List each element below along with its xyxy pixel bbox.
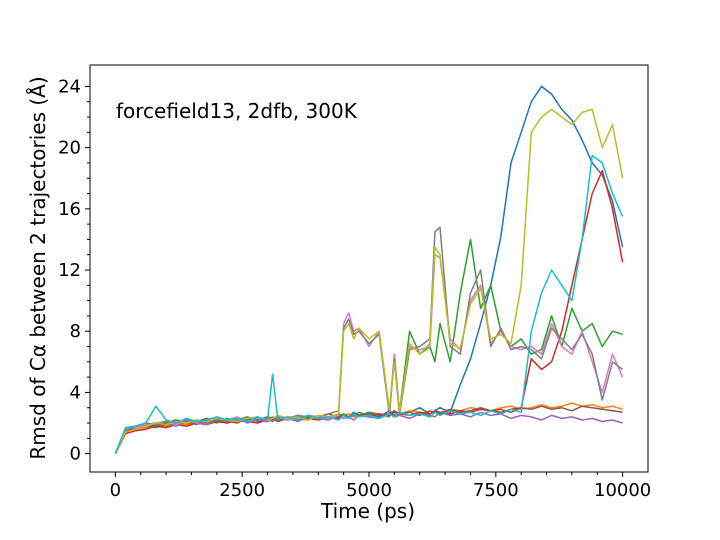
y-tick-label-5: 20 xyxy=(58,138,81,159)
y-axis-label: Rmsd of Cα between 2 trajectories (Å) xyxy=(26,76,50,459)
y-tick-label-4: 16 xyxy=(58,199,81,220)
series-line-4 xyxy=(114,169,624,454)
plot-area xyxy=(89,64,649,473)
x-tick-label-1: 2500 xyxy=(219,480,265,501)
y-tick-label-1: 4 xyxy=(70,382,81,403)
x-axis-ticks: 0 2500 5000 7500 10000 xyxy=(110,472,651,501)
x-tick-label-2: 5000 xyxy=(346,480,392,501)
chart-annotation: forcefield13, 2dfb, 300K xyxy=(116,99,358,123)
y-tick-label-2: 8 xyxy=(70,321,81,342)
y-tick-label-0: 0 xyxy=(70,444,81,465)
series-line-9 xyxy=(114,108,624,454)
y-axis-ticks: 0 4 8 12 16 20 24 xyxy=(58,76,90,465)
x-tick-label-0: 0 xyxy=(110,480,121,501)
x-axis-label: Time (ps) xyxy=(320,499,415,523)
series-line-1 xyxy=(114,85,624,454)
x-tick-label-3: 7500 xyxy=(473,480,519,501)
series-layer xyxy=(114,85,624,454)
series-line-5 xyxy=(114,411,623,454)
y-tick-label-3: 12 xyxy=(58,260,81,281)
series-line-10 xyxy=(114,154,624,454)
y-tick-label-6: 24 xyxy=(58,76,81,97)
series-line-2 xyxy=(114,402,623,454)
x-tick-label-4: 10000 xyxy=(594,480,651,501)
